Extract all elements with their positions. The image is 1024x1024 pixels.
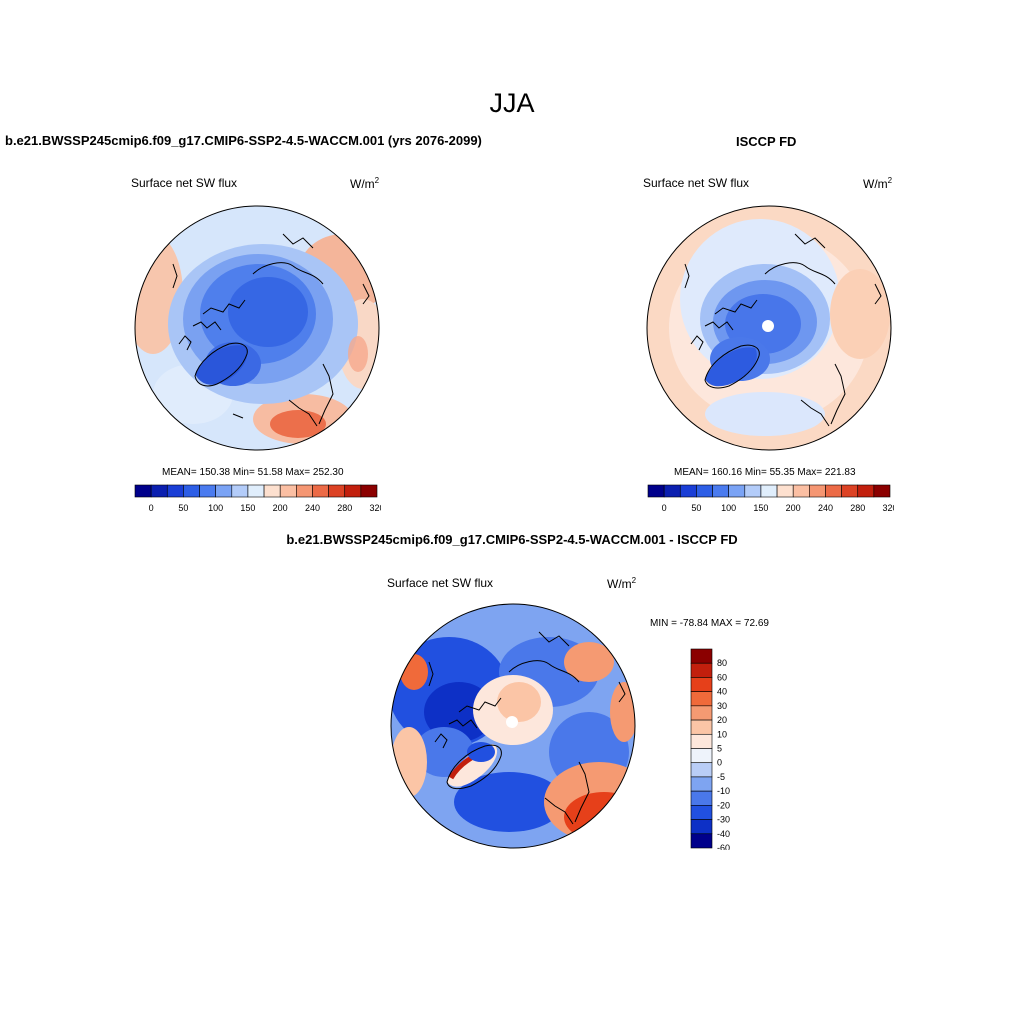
model-variable-label: Surface net SW flux xyxy=(131,176,238,190)
model-case-title: b.e21.BWSSP245cmip6.f09_g17.CMIP6-SSP2-4… xyxy=(5,133,482,148)
diff-colorbar-tick-label: 0 xyxy=(717,758,722,768)
obs-colorbar-box xyxy=(663,484,681,498)
diff-colorbar-tick-label: -20 xyxy=(717,800,730,810)
diff-colorbar-box xyxy=(690,805,713,820)
model-units: W/m2 xyxy=(350,176,380,191)
diff-colorbar-tick-label: 80 xyxy=(717,658,727,668)
diff-colorbar-tick-label: -5 xyxy=(717,772,725,782)
model-polar-map xyxy=(134,205,380,451)
obs-colorbar-box xyxy=(873,484,891,498)
model-colorbar-box xyxy=(134,484,152,498)
model-colorbar-box xyxy=(344,484,362,498)
model-stats: MEAN= 150.38 Min= 51.58 Max= 252.30 xyxy=(162,467,344,478)
obs-stats: MEAN= 160.16 Min= 55.35 Max= 221.83 xyxy=(674,467,856,478)
model-colorbar-box xyxy=(215,484,233,498)
diff-polar-map xyxy=(390,603,636,849)
diff-colorbar-tick-label: -40 xyxy=(717,829,730,839)
diff-colorbar-box xyxy=(690,705,713,721)
diff-colorbar-box xyxy=(690,833,713,849)
obs-colorbar-box xyxy=(809,484,826,498)
model-colorbar-tick-label: 100 xyxy=(208,503,223,513)
model-colorbar-box xyxy=(166,484,184,498)
diff-stats: MIN = -78.84 MAX = 72.69 xyxy=(650,618,769,629)
diff-colorbar-tick-label: 60 xyxy=(717,672,727,682)
model-colorbar-box xyxy=(183,484,200,498)
model-colorbar-box xyxy=(263,484,281,498)
obs-colorbar-tick-label: 240 xyxy=(818,503,833,513)
obs-colorbar-box xyxy=(841,484,859,498)
obs-colorbar-tick-label: 100 xyxy=(721,503,736,513)
diff-colorbar-box xyxy=(690,733,713,749)
model-colorbar-box xyxy=(150,484,168,498)
model-colorbar-boxes xyxy=(134,484,378,498)
diff-colorbar-tick-label: 30 xyxy=(717,701,727,711)
diff-colorbar-box xyxy=(690,691,713,707)
obs-variable-label: Surface net SW flux xyxy=(643,176,750,190)
obs-colorbar-box xyxy=(647,484,665,498)
diff-colorbar-box xyxy=(690,762,713,778)
diff-colorbar-box xyxy=(690,819,713,835)
diff-colorbar-tick-label: -10 xyxy=(717,786,730,796)
diff-colorbar-box xyxy=(690,748,713,764)
obs-case-title: ISCCP FD xyxy=(736,134,797,149)
model-colorbar-labels: 0 50 100 150 200 240 280 320 xyxy=(149,503,381,513)
obs-units: W/m2 xyxy=(863,176,893,191)
obs-colorbar-box xyxy=(857,484,875,498)
diff-colorbar-box xyxy=(690,662,713,678)
model-colorbar-tick-label: 150 xyxy=(240,503,255,513)
obs-colorbar-box xyxy=(744,484,762,498)
diff-variable-label: Surface net SW flux xyxy=(387,576,494,590)
season-title: JJA xyxy=(489,88,535,118)
model-colorbar-tick-label: 0 xyxy=(149,503,154,513)
model-colorbar-box xyxy=(231,484,249,498)
obs-colorbar-box xyxy=(728,484,746,498)
model-colorbar-box xyxy=(296,484,313,498)
obs-colorbar-box xyxy=(696,484,713,498)
obs-colorbar-tick-label: 150 xyxy=(753,503,768,513)
diff-colorbar-tick-label: 40 xyxy=(717,687,727,697)
diff-case-title: b.e21.BWSSP245cmip6.f09_g17.CMIP6-SSP2-4… xyxy=(286,532,738,547)
model-colorbar-box xyxy=(360,484,378,498)
model-colorbar-box xyxy=(279,484,297,498)
diff-colorbar-box xyxy=(690,776,713,792)
obs-polar-map xyxy=(646,205,892,451)
obs-colorbar-boxes xyxy=(647,484,891,498)
diff-colorbar-box xyxy=(690,719,713,735)
model-colorbar-tick-label: 320 xyxy=(369,503,381,513)
diff-units: W/m2 xyxy=(607,576,637,591)
obs-colorbar-box xyxy=(760,484,778,498)
diff-colorbar-tick-label: -60 xyxy=(717,843,730,850)
model-colorbar-tick-label: 50 xyxy=(178,503,188,513)
model-colorbar-tick-label: 280 xyxy=(337,503,352,513)
diff-colorbar-tick-label: 5 xyxy=(717,744,722,754)
obs-colorbar-labels: 0 50 100 150 200 240 280 320 xyxy=(662,503,894,513)
diff-colorbar-box xyxy=(690,677,713,692)
model-colorbar-box xyxy=(328,484,346,498)
model-colorbar-box xyxy=(312,484,329,498)
diff-colorbar-box xyxy=(690,790,713,806)
obs-colorbar-tick-label: 0 xyxy=(662,503,667,513)
model-colorbar-tick-label: 200 xyxy=(273,503,288,513)
obs-colorbar-tick-label: 200 xyxy=(786,503,801,513)
model-colorbar-box xyxy=(199,484,216,498)
diff-colorbar-tick-label: 20 xyxy=(717,715,727,725)
obs-colorbar-box xyxy=(792,484,810,498)
obs-colorbar-box xyxy=(825,484,842,498)
obs-colorbar-box xyxy=(712,484,729,498)
obs-colorbar-tick-label: 280 xyxy=(850,503,865,513)
obs-colorbar-tick-label: 320 xyxy=(882,503,894,513)
obs-colorbar: 0 50 100 150 200 240 280 320 xyxy=(647,484,894,513)
diff-colorbar-boxes xyxy=(690,648,713,849)
obs-colorbar-tick-label: 50 xyxy=(691,503,701,513)
model-colorbar-tick-label: 240 xyxy=(305,503,320,513)
model-colorbar-box xyxy=(247,484,265,498)
obs-colorbar-box xyxy=(776,484,794,498)
model-colorbar: 0 50 100 150 200 240 280 320 xyxy=(134,484,381,513)
diff-colorbar-tick-label: 10 xyxy=(717,729,727,739)
obs-colorbar-box xyxy=(679,484,697,498)
diff-colorbar-tick-label: -30 xyxy=(717,815,730,825)
diff-colorbar-box xyxy=(690,648,713,664)
